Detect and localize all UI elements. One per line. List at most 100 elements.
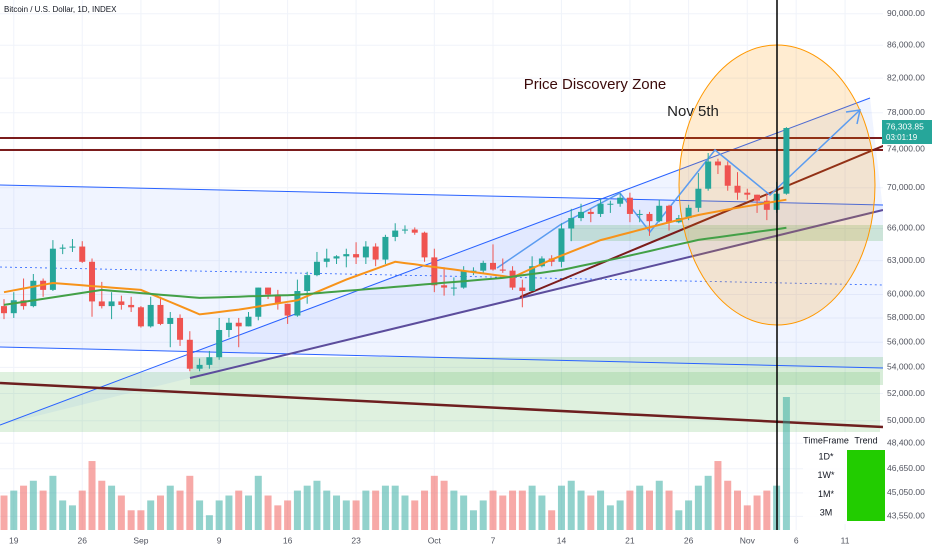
volume-bar (29, 480, 37, 530)
x-tick-label: 9 (217, 535, 222, 545)
candle-body (89, 261, 96, 302)
candle-body (186, 339, 193, 369)
volume-bar (245, 495, 252, 530)
volume-bar (381, 485, 389, 530)
volume-bar (88, 461, 96, 530)
volume-bar (665, 490, 673, 530)
candle-body (754, 194, 761, 201)
candle-body (578, 211, 585, 219)
volume-bar (401, 495, 409, 530)
volume-bar (440, 480, 448, 530)
volume-bar (59, 500, 67, 530)
candle-body (499, 269, 506, 271)
volume-bar (147, 500, 155, 530)
y-tick-label: 50,000.00 (887, 415, 925, 425)
volume-bar (49, 475, 57, 530)
volume-bar (352, 500, 360, 530)
x-tick-label: 6 (794, 535, 799, 545)
candle-body (235, 322, 242, 327)
y-tick-label: 70,000.00 (887, 182, 925, 192)
candle-body (509, 270, 516, 288)
candle-body (343, 254, 350, 257)
volume-bar (108, 485, 116, 530)
volume-bar (606, 505, 614, 530)
volume-bar (342, 500, 350, 530)
candle-body (59, 247, 66, 249)
table-header: Trend (854, 435, 877, 445)
candle-body (196, 364, 203, 369)
trend-line (0, 346, 884, 369)
y-tick-label: 60,000.00 (887, 289, 925, 299)
volume-bar (68, 505, 76, 530)
volume-bar (166, 485, 174, 530)
volume-bar (156, 495, 164, 530)
candle-body (323, 258, 330, 262)
candle-body (304, 275, 311, 292)
volume-bar (469, 510, 477, 530)
candle-body (265, 287, 272, 295)
volume-bar (313, 480, 321, 530)
y-tick-label: 46,650.00 (887, 463, 925, 473)
support-zone (190, 357, 890, 385)
candle-body (274, 294, 281, 304)
candle-body (421, 232, 428, 258)
volume-bar (372, 490, 380, 530)
annotation: Price Discovery Zone (524, 76, 667, 93)
volume-bar (528, 485, 536, 530)
candle-body (372, 246, 379, 260)
x-tick-label: 14 (557, 535, 567, 545)
candle-body (1, 306, 7, 314)
candle-body (695, 188, 702, 208)
volume-bar (460, 495, 468, 530)
moving-average (3, 198, 787, 316)
volume-bar (489, 490, 497, 530)
table-row-label: 1D* (818, 451, 834, 461)
candle-body (607, 203, 614, 205)
volume-bar (675, 510, 683, 530)
volume-bar (0, 495, 8, 530)
candle-body (411, 229, 418, 233)
candle-body (480, 262, 487, 271)
candle-body (450, 287, 457, 289)
candle-body (568, 218, 575, 229)
candle-body (225, 322, 232, 330)
candle-body (734, 185, 741, 193)
x-tick-label: 7 (491, 535, 496, 545)
volume-bar (303, 485, 311, 530)
x-tick-label: 23 (351, 535, 361, 545)
volume-bar (333, 495, 341, 530)
volume-bar (117, 495, 125, 530)
volume-bar (753, 495, 761, 530)
candle-body (490, 262, 496, 270)
volume-bar (98, 480, 106, 530)
y-tick-label: 63,000.00 (887, 255, 925, 265)
y-tick-label: 43,550.00 (887, 511, 925, 521)
price-axis (883, 0, 932, 550)
table-row-label: 1M* (818, 489, 835, 499)
candle-body (724, 165, 731, 186)
candle-body (597, 203, 604, 214)
y-tick-label: 45,050.00 (887, 487, 925, 497)
candle-body (177, 317, 184, 340)
volume-bar (577, 490, 585, 530)
volume-bar (538, 495, 546, 530)
y-tick-label: 66,000.00 (887, 223, 925, 233)
candle-body (617, 197, 624, 204)
volume-bar (39, 490, 47, 530)
countdown: 03:01:19 (886, 133, 918, 142)
volume-bar (714, 461, 722, 530)
volume-bar (411, 500, 419, 530)
volume-bar (391, 485, 399, 530)
volume-bar (293, 490, 301, 530)
volume-bar (127, 510, 135, 530)
candle-body (118, 301, 125, 305)
volume-bar (10, 490, 18, 530)
candle-body (362, 246, 369, 258)
mid-line (0, 266, 884, 286)
candle-body (666, 205, 673, 223)
candle-body (313, 261, 320, 276)
candle-body (401, 229, 408, 231)
x-tick-label: 11 (841, 535, 850, 545)
candle-body (157, 304, 164, 324)
x-tick-label: 26 (78, 535, 88, 545)
